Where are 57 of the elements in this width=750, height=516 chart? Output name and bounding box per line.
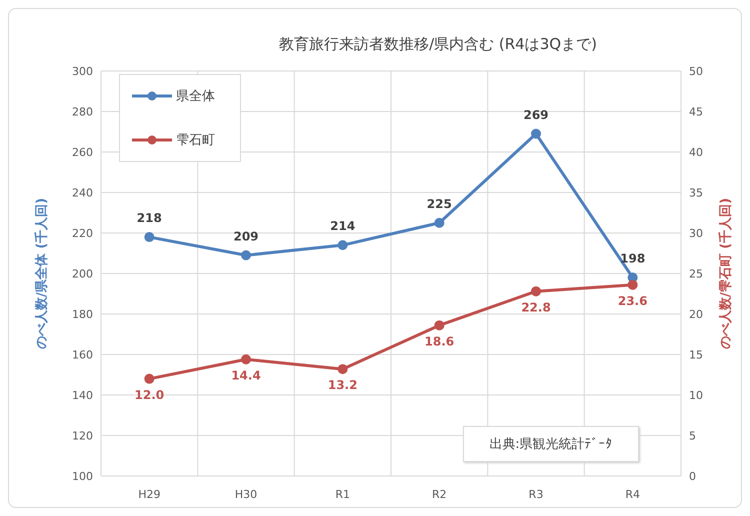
y-tick-label: 260 xyxy=(72,146,93,159)
x-tick-label: H29 xyxy=(138,488,160,501)
y-tick-label: 120 xyxy=(72,429,93,442)
x-tick-label: R3 xyxy=(528,488,544,501)
data-label: 198 xyxy=(620,252,646,266)
point xyxy=(241,354,251,364)
y-tick-label: 280 xyxy=(72,105,93,118)
y2-tick-label: 25 xyxy=(689,267,703,280)
y-tick-label: 140 xyxy=(72,388,93,402)
y2-tick-label: 0 xyxy=(689,470,696,483)
y2-tick-label: 45 xyxy=(689,105,703,118)
y2-tick-label: 50 xyxy=(689,64,703,78)
y-tick-label: 100 xyxy=(72,470,93,483)
legend-label: 県全体 xyxy=(176,88,215,105)
point xyxy=(531,286,541,296)
y2-tick-label: 30 xyxy=(689,226,703,240)
y-axis-title: のべ人数/県全体 (千人回) xyxy=(34,198,50,350)
point xyxy=(144,232,154,242)
y-tick-label: 220 xyxy=(72,226,93,240)
point xyxy=(628,280,638,290)
x-tick-label: H30 xyxy=(234,488,258,501)
y2-tick-label: 15 xyxy=(689,348,703,362)
y-tick-label: 160 xyxy=(72,348,93,362)
y2-tick-label: 35 xyxy=(689,186,703,200)
data-label: 22.8 xyxy=(521,300,551,314)
data-label: 23.6 xyxy=(618,294,648,308)
point xyxy=(144,374,154,384)
data-label: 209 xyxy=(233,229,259,244)
point xyxy=(338,240,348,250)
data-label: 12.0 xyxy=(134,388,164,402)
x-tick-label: R4 xyxy=(625,488,640,501)
data-label: 214 xyxy=(330,219,356,234)
point xyxy=(434,218,444,228)
x-tick-label: R2 xyxy=(432,488,447,501)
point xyxy=(338,364,348,374)
y-tick-label: 200 xyxy=(72,267,93,280)
point xyxy=(241,250,251,260)
annotation: 出典:県観光統計ﾃﾞｰﾀ xyxy=(488,436,614,453)
data-label: 18.6 xyxy=(424,334,454,348)
x-tick-label: R1 xyxy=(335,488,350,501)
y2-tick-label: 40 xyxy=(689,146,703,159)
data-label: 269 xyxy=(523,108,549,122)
data-label: 225 xyxy=(426,196,452,211)
y2-tick-label: 5 xyxy=(689,429,696,442)
point xyxy=(531,128,541,139)
y2-tick-label: 20 xyxy=(689,308,703,321)
y-tick-label: 300 xyxy=(72,64,93,78)
data-label: 218 xyxy=(136,211,162,226)
y2-tick-label: 10 xyxy=(689,388,703,402)
y2-axis-title: のべ人数/雫石町 (千人回) xyxy=(718,198,734,350)
data-label: 14.4 xyxy=(231,368,261,382)
data-label: 13.2 xyxy=(328,378,358,392)
y-tick-label: 240 xyxy=(72,186,93,200)
legend-label: 雫石町 xyxy=(176,132,215,149)
y-tick-label: 180 xyxy=(72,308,93,321)
point xyxy=(434,320,444,330)
chart-title: 教育旅行来訪者数推移/県内含む (R4は3Qまで) xyxy=(278,35,598,54)
